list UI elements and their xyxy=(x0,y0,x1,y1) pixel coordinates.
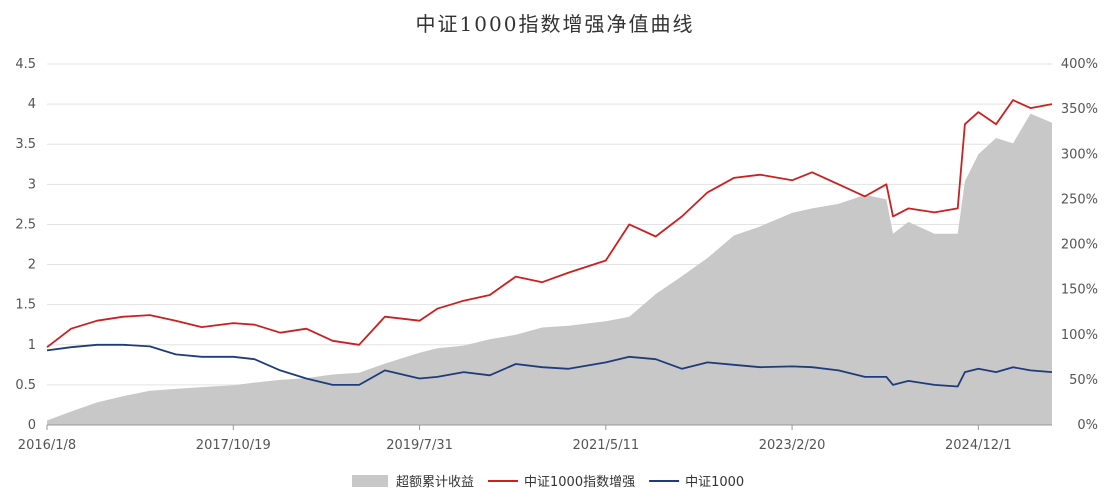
x-axis-tick-label: 2019/7/31 xyxy=(386,438,453,453)
legend-label: 中证1000 xyxy=(685,475,744,490)
right-axis-tick-label: 200% xyxy=(1061,238,1098,253)
chart-title: 中证1000指数增强净值曲线 xyxy=(415,12,695,36)
legend-label: 超额累计收益 xyxy=(396,475,474,490)
x-axis-tick-label: 2021/5/11 xyxy=(572,438,639,453)
legend-layer: 超额累计收益 中证1000指数增强 中证1000 xyxy=(352,475,744,490)
x-axis-tick-label: 2017/10/19 xyxy=(196,438,271,453)
x-axis-tick-label: 2016/1/8 xyxy=(18,438,76,453)
left-axis-tick-label: 3.5 xyxy=(15,137,36,152)
legend-swatch xyxy=(352,475,388,487)
left-axis-tick-label: 4 xyxy=(28,97,36,112)
x-axis-tick-label: 2023/2/20 xyxy=(759,438,826,453)
x-axis-tick-label: 2024/12/1 xyxy=(945,438,1012,453)
right-axis-tick-label: 300% xyxy=(1061,147,1098,162)
left-axis-tick-label: 1 xyxy=(28,338,36,353)
axis-layer: 0 0.5 1 1.5 2 2.5 3 3.5 4 4.5 0% 50% 100% 150% 200% 250… xyxy=(15,57,1098,453)
right-axis-tick-label: 0% xyxy=(1077,418,1098,433)
right-axis-tick-label: 350% xyxy=(1061,102,1098,117)
legend-label: 中证1000指数增强 xyxy=(524,475,635,490)
left-axis-tick-label: 0 xyxy=(28,418,36,433)
right-axis-tick-label: 50% xyxy=(1069,373,1098,388)
enhanced-index-line xyxy=(46,99,1053,348)
right-axis-tick-label: 150% xyxy=(1061,283,1098,298)
left-axis-tick-label: 4.5 xyxy=(15,57,36,72)
right-axis-tick-label: 250% xyxy=(1061,192,1098,207)
csi1000-line xyxy=(46,343,1053,388)
right-axis-tick-label: 400% xyxy=(1061,57,1098,72)
left-axis-tick-label: 2 xyxy=(28,258,36,273)
left-axis-tick-label: 3 xyxy=(28,177,36,192)
line-layer xyxy=(46,99,1053,388)
area-layer xyxy=(47,113,1052,425)
left-axis-tick-label: 0.5 xyxy=(15,378,36,393)
left-axis-tick-label: 1.5 xyxy=(15,298,36,313)
excess-return-area xyxy=(47,113,1052,425)
left-axis-tick-label: 2.5 xyxy=(15,217,36,232)
right-axis-tick-label: 100% xyxy=(1061,328,1098,343)
